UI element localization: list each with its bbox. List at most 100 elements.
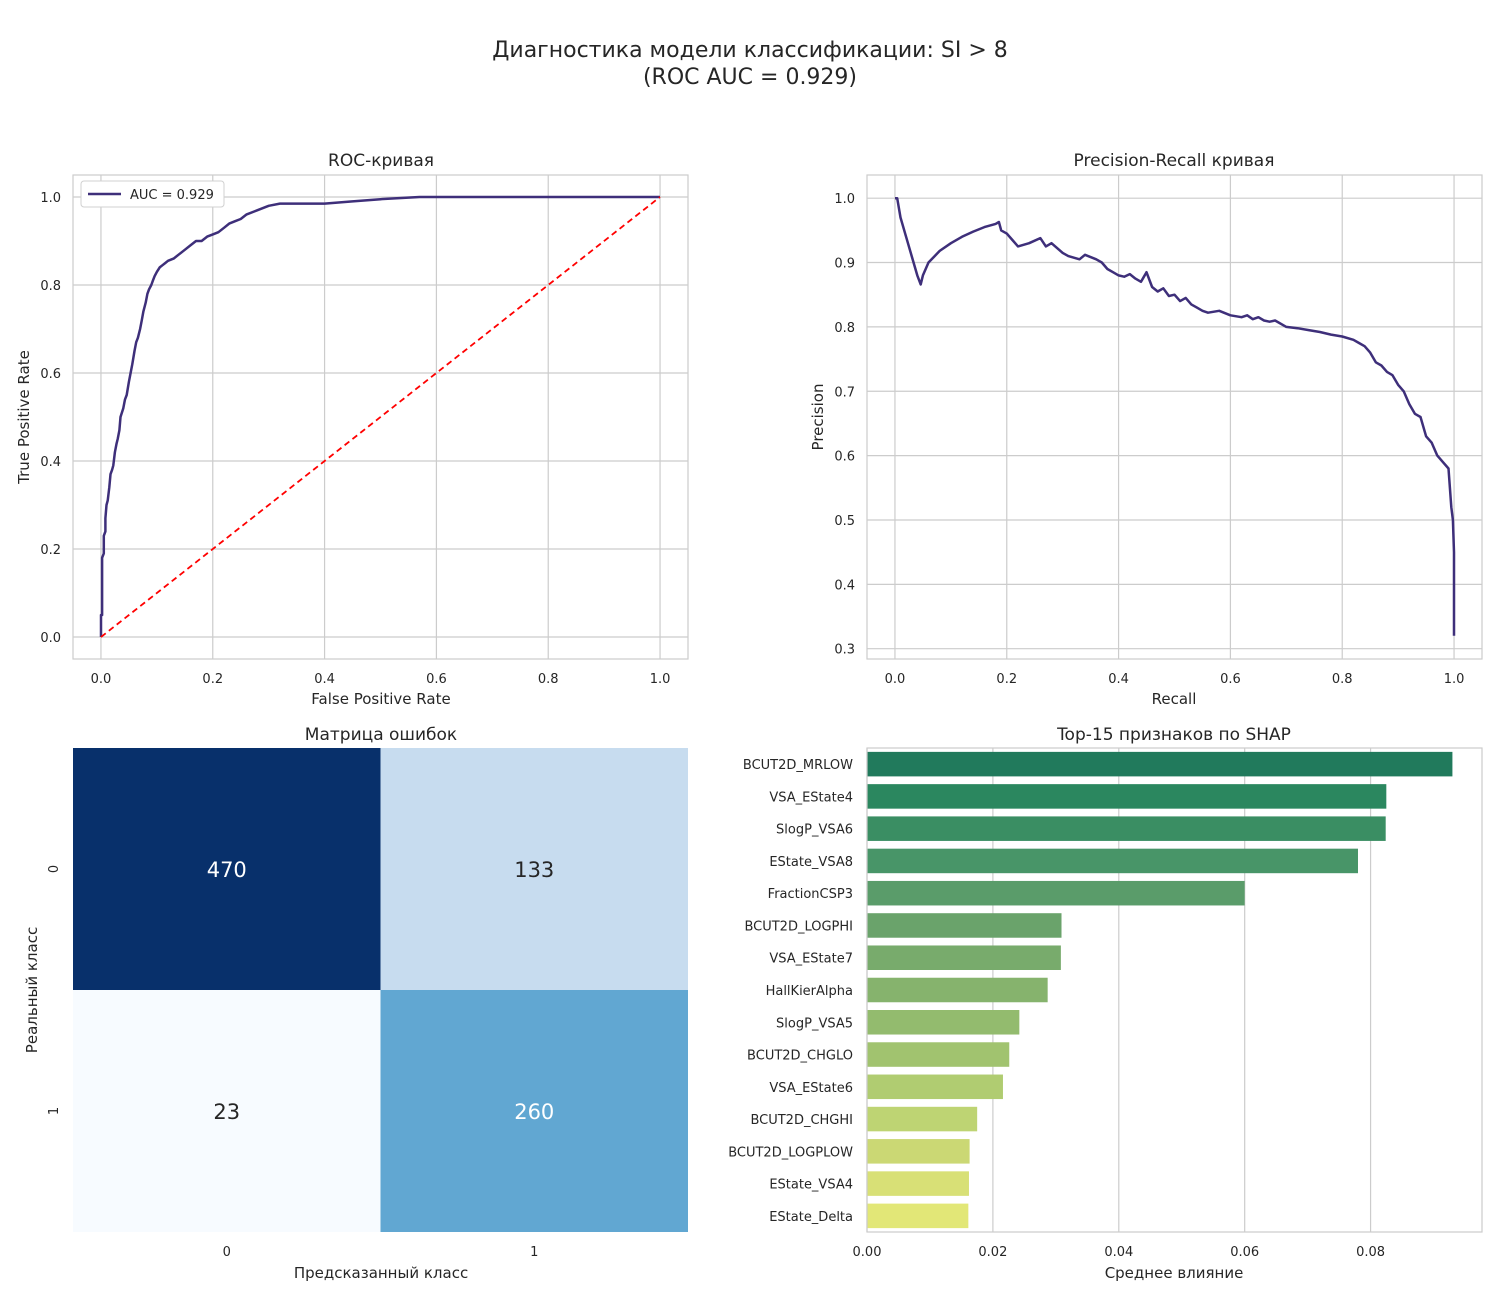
roc-ytick-label: 0.0 (40, 631, 61, 646)
shap-ytick-label: HallKierAlpha (766, 984, 853, 999)
shap-ytick-label: BCUT2D_CHGHI (750, 1113, 853, 1128)
pr-ytick-label: 0.6 (834, 450, 855, 465)
shap-ytick-label: VSA_EState4 (769, 790, 853, 805)
pr-xtick-label: 0.2 (996, 672, 1017, 687)
cm-xtick-label: 0 (223, 1245, 231, 1260)
roc-curve-line (99, 195, 660, 637)
roc-ticks: 0.0 0.2 0.4 0.6 0.8 1.0 0.0 0.2 0.4 0.6 0.8 1.0 (40, 191, 670, 687)
shap-bar (867, 848, 1358, 874)
pr-ytick-label: 0.3 (834, 643, 855, 658)
roc-ylabel: True Positive Rate (15, 350, 33, 485)
pr-curves (895, 196, 1456, 636)
shap-ytick-label: SlogP_VSA5 (776, 1016, 853, 1031)
pr-ytick-label: 0.5 (834, 514, 855, 529)
shap-axes-frame (866, 747, 1483, 1233)
pr-xtick-label: 0.0 (885, 672, 906, 687)
roc-xtick-label: 0.8 (538, 672, 559, 687)
pr-axes-frame (866, 174, 1483, 660)
cm-cell-value: 23 (213, 1100, 240, 1124)
shap-ytick-label: BCUT2D_MRLOW (743, 758, 853, 773)
roc-ytick-label: 0.8 (40, 279, 61, 294)
roc-xtick-label: 0.6 (426, 672, 447, 687)
cm-ytick-label: 0 (47, 865, 62, 873)
shap-ytick-label: FractionCSP3 (768, 887, 853, 902)
cm-ytick-label: 1 (47, 1107, 62, 1115)
pr-curve-line (895, 196, 1456, 636)
roc-panel: ROC-кривая 0.0 0.2 0.4 0.6 0.8 1.00.00.20.40.… (15, 151, 689, 708)
suptitle-line2: (ROC AUC = 0.929) (643, 65, 857, 90)
shap-ytick-label: VSA_EState7 (769, 952, 853, 967)
shap-ytick-label: SlogP_VSA6 (776, 823, 853, 838)
roc-ytick-label: 0.4 (40, 455, 61, 470)
roc-ytick-label: 0.6 (40, 367, 61, 382)
shap-ytick-label: VSA_EState6 (769, 1081, 853, 1096)
shap-ytick-label: EState_VSA8 (769, 855, 853, 870)
shap-bar (867, 977, 1048, 1003)
pr-ylabel: Precision (809, 384, 827, 451)
shap-bar (867, 880, 1245, 906)
cm-xtick-label: 1 (530, 1245, 538, 1260)
pr-xtick-label: 0.4 (1108, 672, 1129, 687)
roc-axes-frame (72, 174, 689, 660)
shap-title: Top-15 признаков по SHAP (1056, 725, 1291, 745)
shap-bar (867, 1074, 1003, 1100)
roc-xtick-label: 1.0 (650, 672, 671, 687)
roc-legend-box (80, 180, 225, 208)
shap-panel: Top-15 признаков по SHAP 0.00 0.02 0.04 0.0… (728, 725, 1483, 1282)
cm-cell (73, 748, 381, 990)
shap-bar (867, 945, 1061, 970)
shap-bar (867, 1106, 978, 1132)
shap-xtick-label: 0.00 (853, 1245, 882, 1260)
shap-ytick-label: BCUT2D_CHGLO (747, 1049, 853, 1064)
roc-ytick-label: 0.2 (40, 543, 61, 558)
shap-bar (867, 1171, 969, 1196)
shap-ticks: 0.00 0.02 0.04 0.06 0.08 BCUT2D_MRLOW VSA_ESta… (728, 758, 1385, 1260)
roc-diagonal-line (100, 196, 661, 638)
shap-bar (867, 816, 1386, 841)
pr-ytick-label: 1.0 (834, 192, 855, 207)
roc-title: ROC-кривая (328, 151, 434, 171)
shap-xtick-label: 0.06 (1230, 1245, 1259, 1260)
shap-bar (867, 1203, 969, 1229)
cm-cell-value: 133 (514, 858, 554, 882)
suptitle-line1: Диагностика модели классификации: SI > 8 (492, 38, 1008, 63)
pr-ytick-label: 0.4 (834, 578, 855, 593)
shap-xtick-label: 0.02 (978, 1245, 1007, 1260)
pr-ytick-label: 0.9 (834, 257, 855, 272)
shap-ytick-label: EState_Delta (769, 1210, 853, 1225)
shap-bar (867, 1010, 1020, 1035)
pr-title: Precision-Recall кривая (1074, 151, 1275, 171)
cm-ylabel: Реальный класс (23, 927, 41, 1053)
cm-panel: Матрица ошибок 470 133 23 260 0 1 0 1 Предсказ… (23, 725, 688, 1282)
shap-bar (867, 1042, 1010, 1067)
shap-bar (867, 751, 1453, 777)
cm-cell (380, 748, 688, 990)
shap-ytick-label: BCUT2D_LOGPHI (744, 919, 853, 934)
shap-xlabel: Среднее влияние (1105, 1264, 1244, 1282)
cm-cells: 470 133 23 260 (73, 748, 688, 1232)
cm-cell-value: 260 (514, 1100, 554, 1124)
roc-legend: AUC = 0.929 (80, 180, 225, 208)
shap-ytick-label: BCUT2D_LOGPLOW (728, 1145, 853, 1160)
cm-cell (73, 990, 381, 1232)
roc-xlabel: False Positive Rate (311, 690, 450, 708)
pr-ytick-label: 0.7 (834, 385, 855, 400)
shap-xtick-label: 0.04 (1104, 1245, 1133, 1260)
pr-xtick-label: 0.6 (1220, 672, 1241, 687)
pr-ticks: 0.0 0.2 0.4 0.6 0.8 1.0 0.3 0.4 0.5 0.6 0.7 0.8 0.9 1… (834, 192, 1464, 687)
pr-ytick-label: 0.8 (834, 321, 855, 336)
pr-panel: Precision-Recall кривая 0.0 0.2 0.4 0.6 0.8 1… (809, 151, 1483, 708)
cm-title: Матрица ошибок (305, 725, 457, 745)
shap-ytick-label: EState_VSA4 (769, 1178, 853, 1193)
cm-cell (380, 990, 688, 1232)
roc-curves (99, 195, 661, 638)
roc-ytick-label: 1.0 (40, 191, 61, 206)
shap-bar (867, 913, 1062, 938)
roc-xtick-label: 0.2 (202, 672, 223, 687)
roc-xtick-label: 0.4 (314, 672, 335, 687)
cm-ticks: 0 1 0 1 (47, 865, 538, 1260)
shap-bar (867, 784, 1387, 809)
roc-legend-label: AUC = 0.929 (130, 188, 214, 203)
pr-xtick-label: 1.0 (1444, 672, 1465, 687)
